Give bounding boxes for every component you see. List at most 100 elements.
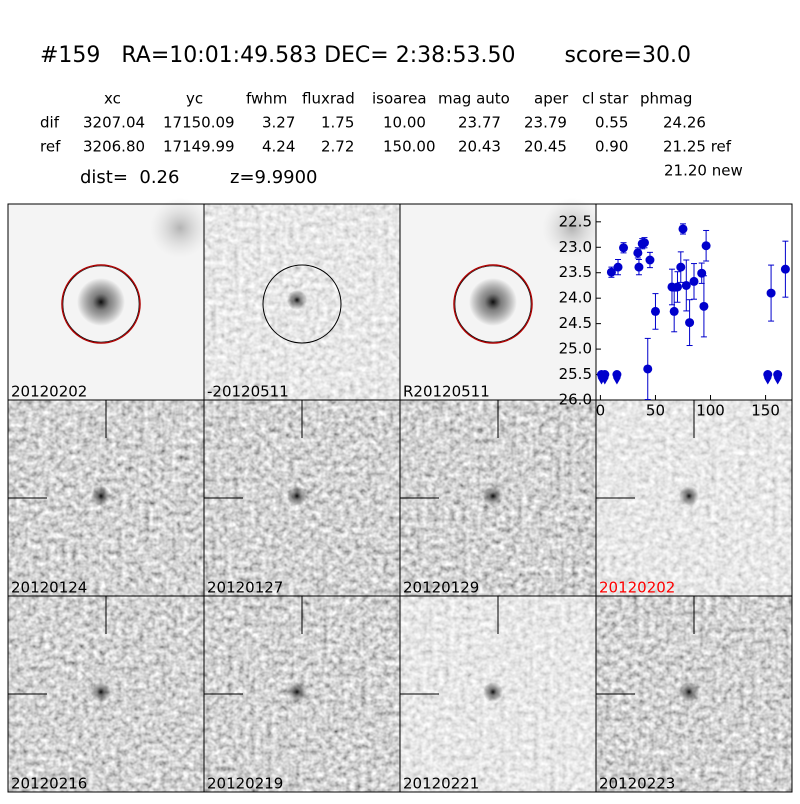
- table-cell: 21.25 ref: [663, 138, 732, 156]
- data-point: [773, 370, 783, 380]
- table-cell: 3207.04: [83, 114, 145, 132]
- data-point: [612, 370, 622, 380]
- panel-label: 20120124: [11, 579, 87, 597]
- table-cell: 20.45: [524, 138, 567, 156]
- x-tick-label: 150: [751, 402, 780, 420]
- cutout-panel: 20120221: [399, 595, 597, 793]
- table-cell: 4.24: [262, 138, 295, 156]
- table-cell: 20.43: [458, 138, 501, 156]
- column-header: isoarea: [372, 90, 427, 108]
- data-point: [643, 364, 653, 374]
- cutout-panel: 20120202: [7, 198, 210, 401]
- source: [77, 278, 125, 326]
- y-tick-label: 25.0: [559, 340, 592, 358]
- panel-label: -20120511: [207, 383, 289, 401]
- data-point: [645, 255, 655, 265]
- y-tick-label: 23.0: [559, 238, 592, 256]
- data-point: [600, 370, 610, 380]
- aperture-inner: [454, 265, 532, 343]
- table-cell: 1.75: [321, 114, 354, 132]
- source: [287, 682, 307, 702]
- redshift: z=9.9900: [230, 167, 318, 188]
- panel-label: 20120223: [599, 775, 675, 793]
- aperture: [61, 264, 141, 344]
- panel-frame: [595, 595, 793, 793]
- aperture: [453, 264, 533, 344]
- table-cell: 23.79: [524, 114, 567, 132]
- cutout-panel: 20120129: [399, 399, 597, 597]
- table-cell: 24.26: [663, 114, 706, 132]
- table-cell: 150.00: [383, 138, 436, 156]
- x-tick-label: 0: [596, 402, 606, 420]
- data-point: [685, 318, 695, 328]
- title: #159 RA=10:01:49.583 DEC= 2:38:53.50 sco…: [40, 43, 691, 68]
- source: [483, 682, 503, 702]
- x-tick-label: 50: [646, 402, 665, 420]
- source: [469, 278, 517, 326]
- source: [483, 486, 503, 506]
- table-cell: 2.72: [321, 138, 354, 156]
- y-tick-label: 24.0: [559, 289, 592, 307]
- y-tick-label: 26.0: [559, 391, 592, 409]
- x-tick-label: 100: [696, 402, 725, 420]
- data-point: [676, 262, 686, 272]
- panel-label: 20120221: [403, 775, 479, 793]
- data-point: [697, 268, 707, 278]
- row-label: dif: [40, 114, 60, 132]
- panel-label: 20120202: [11, 383, 87, 401]
- data-point: [634, 262, 644, 272]
- column-header: aper: [534, 90, 569, 108]
- table-cell: 3206.80: [83, 138, 145, 156]
- panel-label: 20120219: [207, 775, 283, 793]
- table-cell: 0.90: [595, 138, 628, 156]
- data-point: [650, 306, 660, 316]
- galaxy-halo: [542, 198, 602, 258]
- source: [287, 486, 307, 506]
- column-header: mag auto: [438, 90, 510, 108]
- aperture-inner: [62, 265, 140, 343]
- table-cell: 17150.09: [163, 114, 235, 132]
- data-point: [689, 276, 699, 286]
- table-cell: 3.27: [262, 114, 295, 132]
- dist: dist= 0.26: [80, 167, 179, 188]
- cutout-panel: 20120127: [203, 399, 401, 597]
- panel-label: 20120129: [403, 579, 479, 597]
- table-cell: 23.77: [458, 114, 501, 132]
- cutout-panel: R20120511: [399, 198, 602, 401]
- source: [679, 486, 699, 506]
- y-tick-label: 24.5: [559, 314, 592, 332]
- data-point: [699, 301, 709, 311]
- plot-area: [595, 203, 793, 401]
- y-tick-label: 22.5: [559, 212, 592, 230]
- limit-arrow: [612, 377, 621, 385]
- panel-label: 20120216: [11, 775, 87, 793]
- column-header: yc: [186, 90, 203, 108]
- cutout-panel: 20120223: [595, 595, 793, 793]
- table-cell: 10.00: [383, 114, 426, 132]
- cutout-panel: 20120202: [595, 399, 793, 597]
- cutout-panel: -20120511: [203, 203, 401, 401]
- column-header: phmag: [640, 90, 692, 108]
- panel-label: 20120127: [207, 579, 283, 597]
- source: [287, 290, 307, 310]
- data-point: [780, 264, 790, 274]
- row-label: ref: [40, 138, 61, 156]
- column-header: fluxrad: [302, 90, 355, 108]
- data-point: [763, 370, 773, 380]
- column-header: fwhm: [246, 90, 287, 108]
- data-point: [639, 238, 649, 248]
- data-point: [669, 306, 679, 316]
- data-point: [619, 243, 629, 253]
- panel-label: R20120511: [403, 383, 490, 401]
- cutout-panel: 20120216: [7, 595, 205, 793]
- panel-label: 20120202: [599, 579, 675, 597]
- phmag-new: 21.20 new: [664, 162, 743, 180]
- cutout-panel: 20120219: [203, 595, 401, 793]
- column-header: cl star: [582, 90, 629, 108]
- source: [91, 682, 111, 702]
- source: [91, 486, 111, 506]
- cutout-panel: 20120124: [7, 399, 205, 597]
- limit-arrow: [773, 377, 782, 385]
- data-point: [613, 262, 623, 272]
- source: [679, 682, 699, 702]
